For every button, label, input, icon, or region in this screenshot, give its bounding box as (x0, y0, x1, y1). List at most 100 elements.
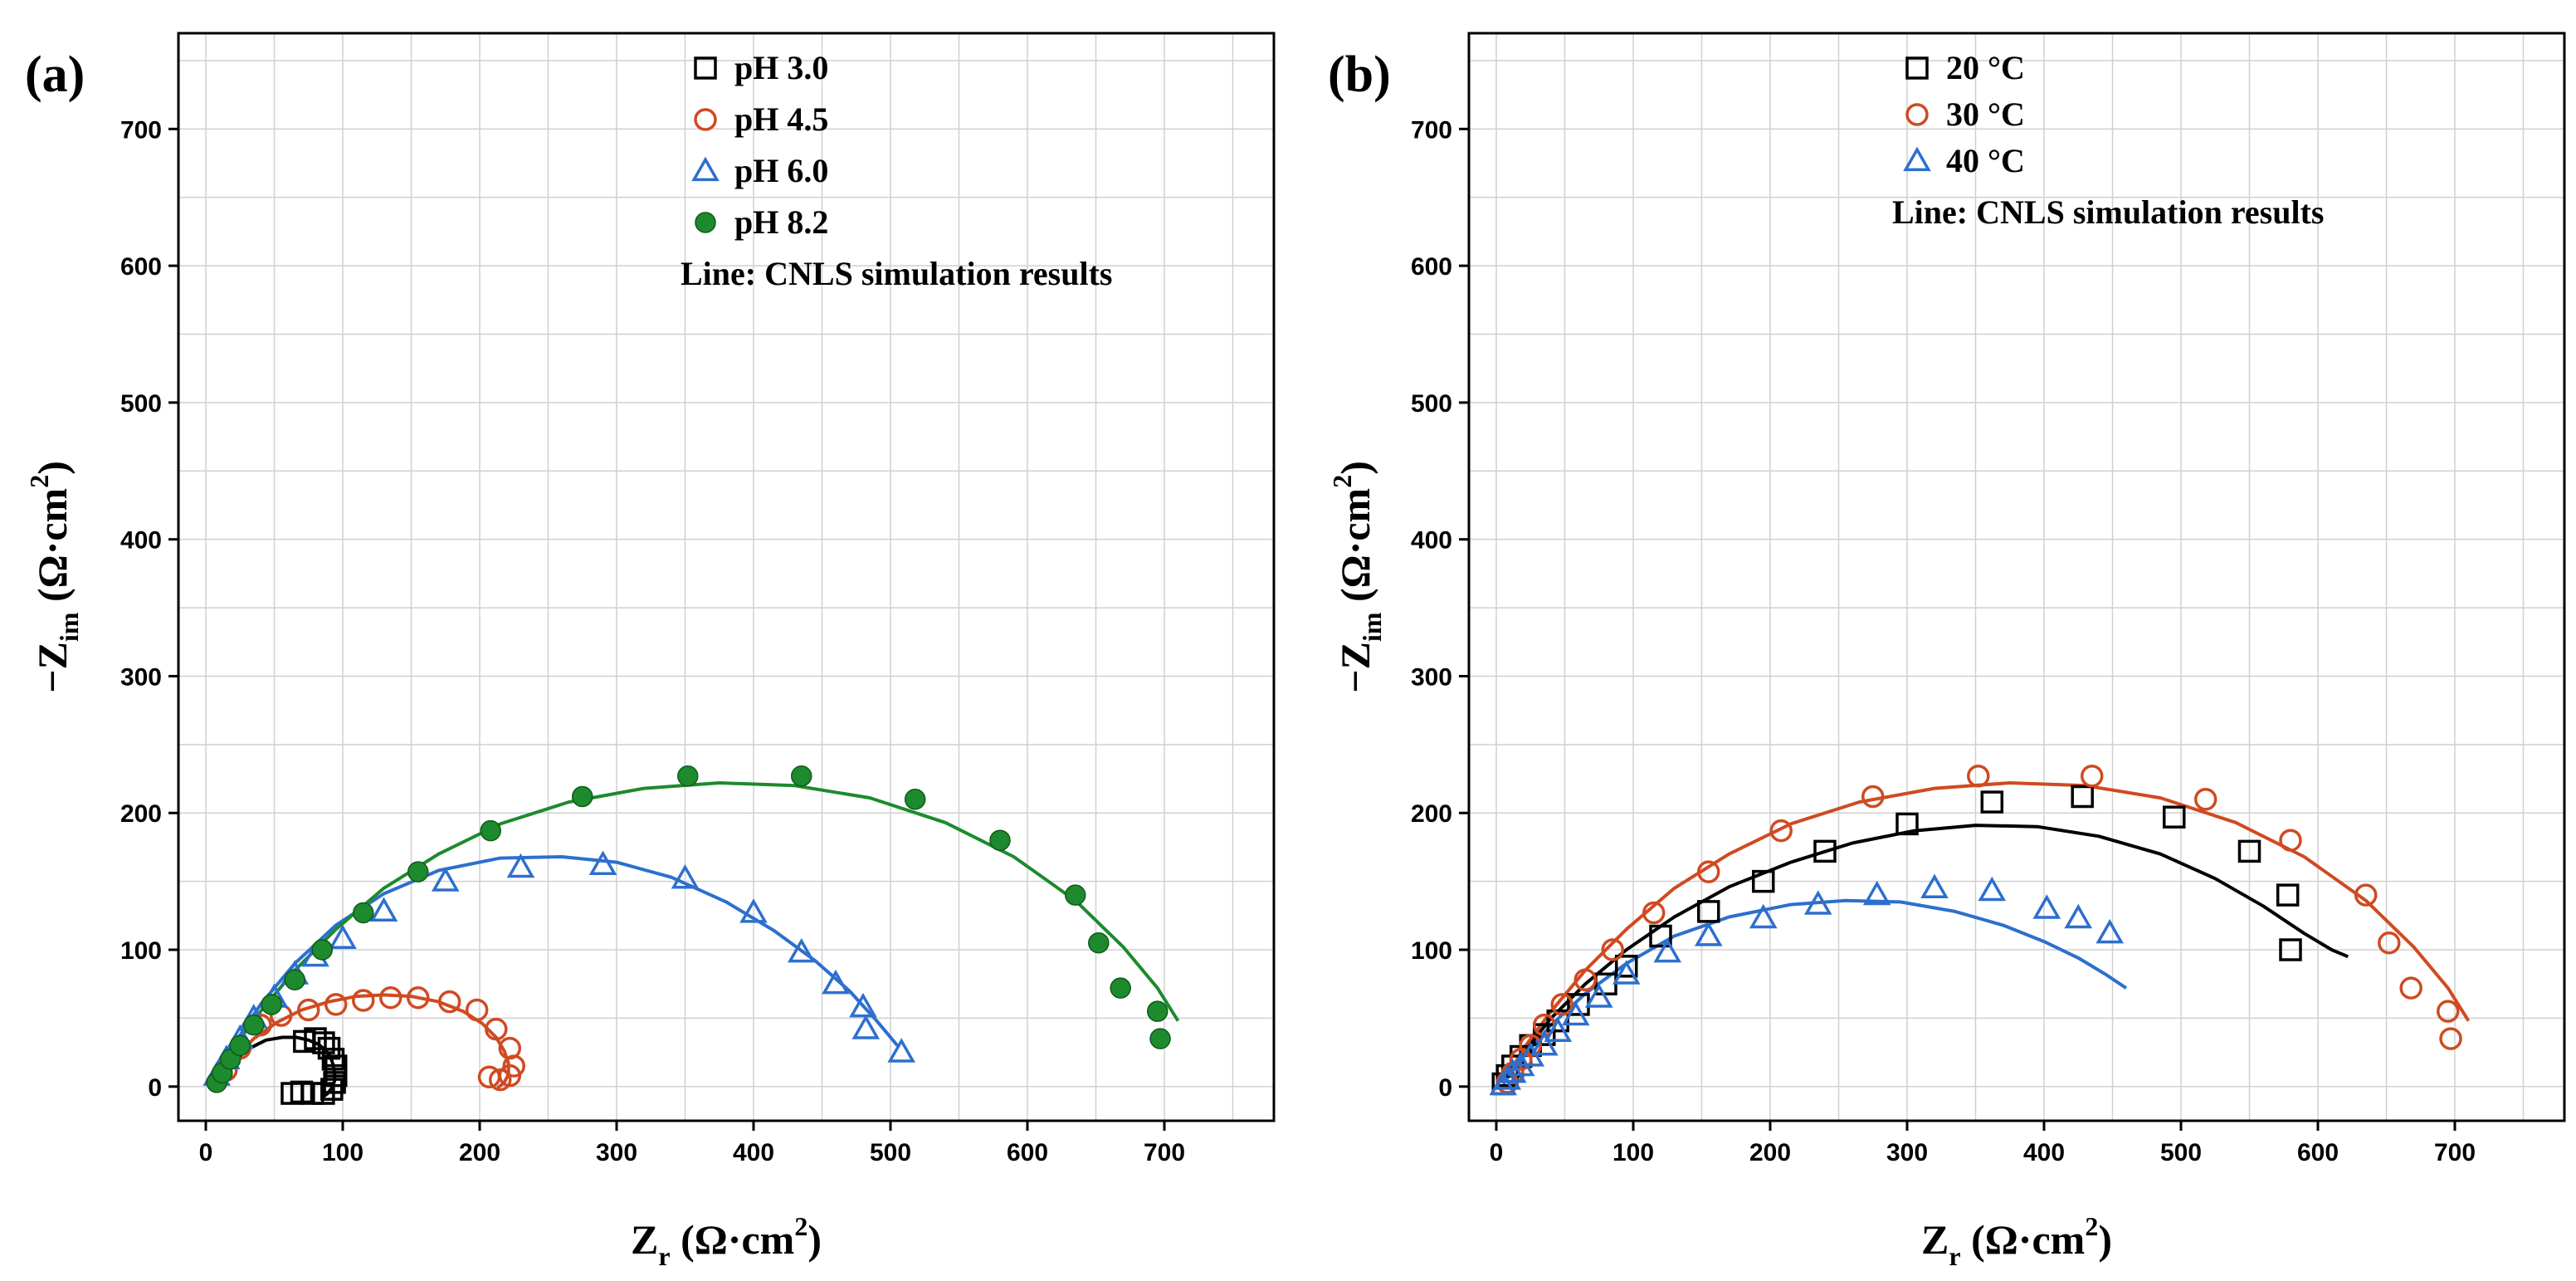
data-point-3-14 (904, 789, 926, 810)
data-point-0-2 (320, 1078, 344, 1101)
data-point-0-15 (1980, 790, 2004, 814)
legend-note: Line: CNLS simulation results (681, 255, 1112, 292)
data-point-2-12 (1749, 903, 1778, 929)
data-point-2-14 (1862, 880, 1891, 906)
data-point-2-7 (329, 924, 357, 949)
data-point-2-8 (1584, 983, 1613, 1008)
x-axis-label: Zr (Ω·cm2) (631, 1211, 822, 1271)
x-axis-label: Zr (Ω·cm2) (1921, 1211, 2112, 1271)
data-point-2-13 (739, 898, 768, 923)
data-point-0-12 (281, 1082, 304, 1105)
series-1 (1495, 765, 2462, 1094)
data-point-0-17 (2163, 805, 2186, 829)
x-tick-label: 600 (1007, 1139, 1048, 1166)
data-point-3-13 (791, 765, 812, 787)
data-point-3-12 (677, 765, 699, 787)
legend-marker-2 (1903, 146, 1931, 172)
data-point-2-16 (849, 992, 877, 1018)
data-point-0-10 (1649, 924, 1672, 948)
legend-marker-2 (691, 156, 720, 182)
x-tick-label: 200 (459, 1139, 500, 1166)
x-tick-label: 400 (2023, 1139, 2065, 1166)
legend: 20 °C 30 °C 40 °C Line: CNLS simulation res… (1892, 49, 2324, 231)
data-point-3-17 (1088, 932, 1110, 954)
data-point-2-10 (1653, 937, 1682, 963)
data-point-1-15 (2279, 829, 2302, 852)
series-0 (281, 1027, 348, 1105)
data-point-0-11 (1697, 900, 1720, 923)
data-point-1-5 (324, 993, 348, 1016)
x-tick-label: 100 (322, 1139, 363, 1166)
x-tick-label: 700 (1144, 1139, 1185, 1166)
panel-label: (b) (1328, 46, 1391, 103)
data-point-0-12 (1752, 869, 1775, 893)
data-point-2-14 (787, 937, 816, 963)
data-point-1-4 (297, 998, 320, 1022)
y-tick-label: 200 (120, 800, 162, 828)
data-point-3-18 (1110, 977, 1131, 999)
x-tick-label: 400 (733, 1139, 774, 1166)
legend-label-0: pH 3.0 (734, 49, 828, 86)
x-tick-label: 500 (870, 1139, 911, 1166)
data-point-0-14 (1895, 812, 1919, 836)
data-point-2-11 (588, 850, 617, 875)
data-point-1-20 (2439, 1027, 2462, 1050)
y-tick-label: 300 (120, 663, 162, 691)
y-tick-label: 700 (120, 116, 162, 144)
data-point-3-15 (989, 829, 1011, 851)
y-tick-label: 0 (148, 1074, 162, 1102)
x-tick-label: 200 (1749, 1139, 1791, 1166)
data-point-3-16 (1065, 884, 1086, 906)
data-point-1-10 (1769, 819, 1793, 843)
data-point-3-3 (229, 1034, 251, 1057)
legend: pH 3.0 pH 4.5 pH 6.0 pH 8.2 Line: CNLS simul… (681, 49, 1112, 292)
data-point-3-6 (284, 969, 305, 991)
data-point-3-7 (311, 939, 333, 961)
y-tick-label: 0 (1438, 1074, 1452, 1102)
panel-b: 0 100 200 300 400 500 600 700 0 100 200 300 400 500 60… (1327, 32, 2566, 1271)
data-point-1-17 (2378, 931, 2401, 955)
data-point-0-13 (1813, 839, 1837, 863)
y-tick-label: 500 (120, 390, 162, 418)
data-point-1-18 (2399, 976, 2422, 1000)
data-point-2-9 (1612, 960, 1641, 985)
y-axis-label: −Zim (Ω·cm2) (1327, 461, 1387, 693)
data-point-1-7 (1601, 938, 1624, 961)
legend-marker-0 (1905, 56, 1929, 80)
plot-frame (1467, 32, 2566, 1122)
y-tick-label: 400 (120, 527, 162, 555)
fit-line-3 (211, 781, 1180, 1085)
data-point-3-5 (261, 994, 282, 1015)
data-point-2-17 (2032, 894, 2061, 919)
y-tick-label: 700 (1411, 116, 1452, 144)
legend-label-2: 40 °C (1946, 142, 2025, 179)
y-tick-label: 100 (1411, 937, 1452, 965)
data-point-0-19 (2276, 883, 2300, 907)
panel-a: 0 100 200 300 400 500 600 700 0 100 200 300 400 500 60… (24, 32, 1276, 1271)
y-tick-label: 100 (120, 937, 162, 965)
data-point-2-7 (1561, 1000, 1590, 1026)
x-tick-label: 500 (2160, 1139, 2202, 1166)
data-point-1-5 (1550, 993, 1573, 1016)
legend-note: Line: CNLS simulation results (1892, 193, 2324, 231)
y-tick-label: 300 (1411, 663, 1452, 691)
data-point-1-15 (489, 1068, 512, 1092)
series-3 (206, 765, 1171, 1093)
data-point-2-10 (506, 853, 535, 878)
data-point-1-9 (437, 990, 461, 1014)
legend-marker-3 (695, 212, 716, 233)
grid (1469, 33, 2564, 1121)
data-point-0-5 (324, 1054, 348, 1078)
legend-marker-1 (1905, 103, 1929, 126)
data-point-1-12 (1967, 765, 1990, 788)
data-point-1-16 (2354, 883, 2378, 907)
y-tick-label: 200 (1411, 800, 1452, 828)
legend-label-2: pH 6.0 (734, 152, 828, 189)
grid (178, 33, 1274, 1121)
x-tick-label: 700 (2434, 1139, 2476, 1166)
y-axis-label: −Zim (Ω·cm2) (24, 461, 84, 693)
data-point-2-6 (1544, 1017, 1573, 1042)
data-point-1-19 (2437, 1000, 2460, 1023)
data-point-2-11 (1694, 922, 1723, 946)
data-point-2-12 (671, 864, 700, 889)
